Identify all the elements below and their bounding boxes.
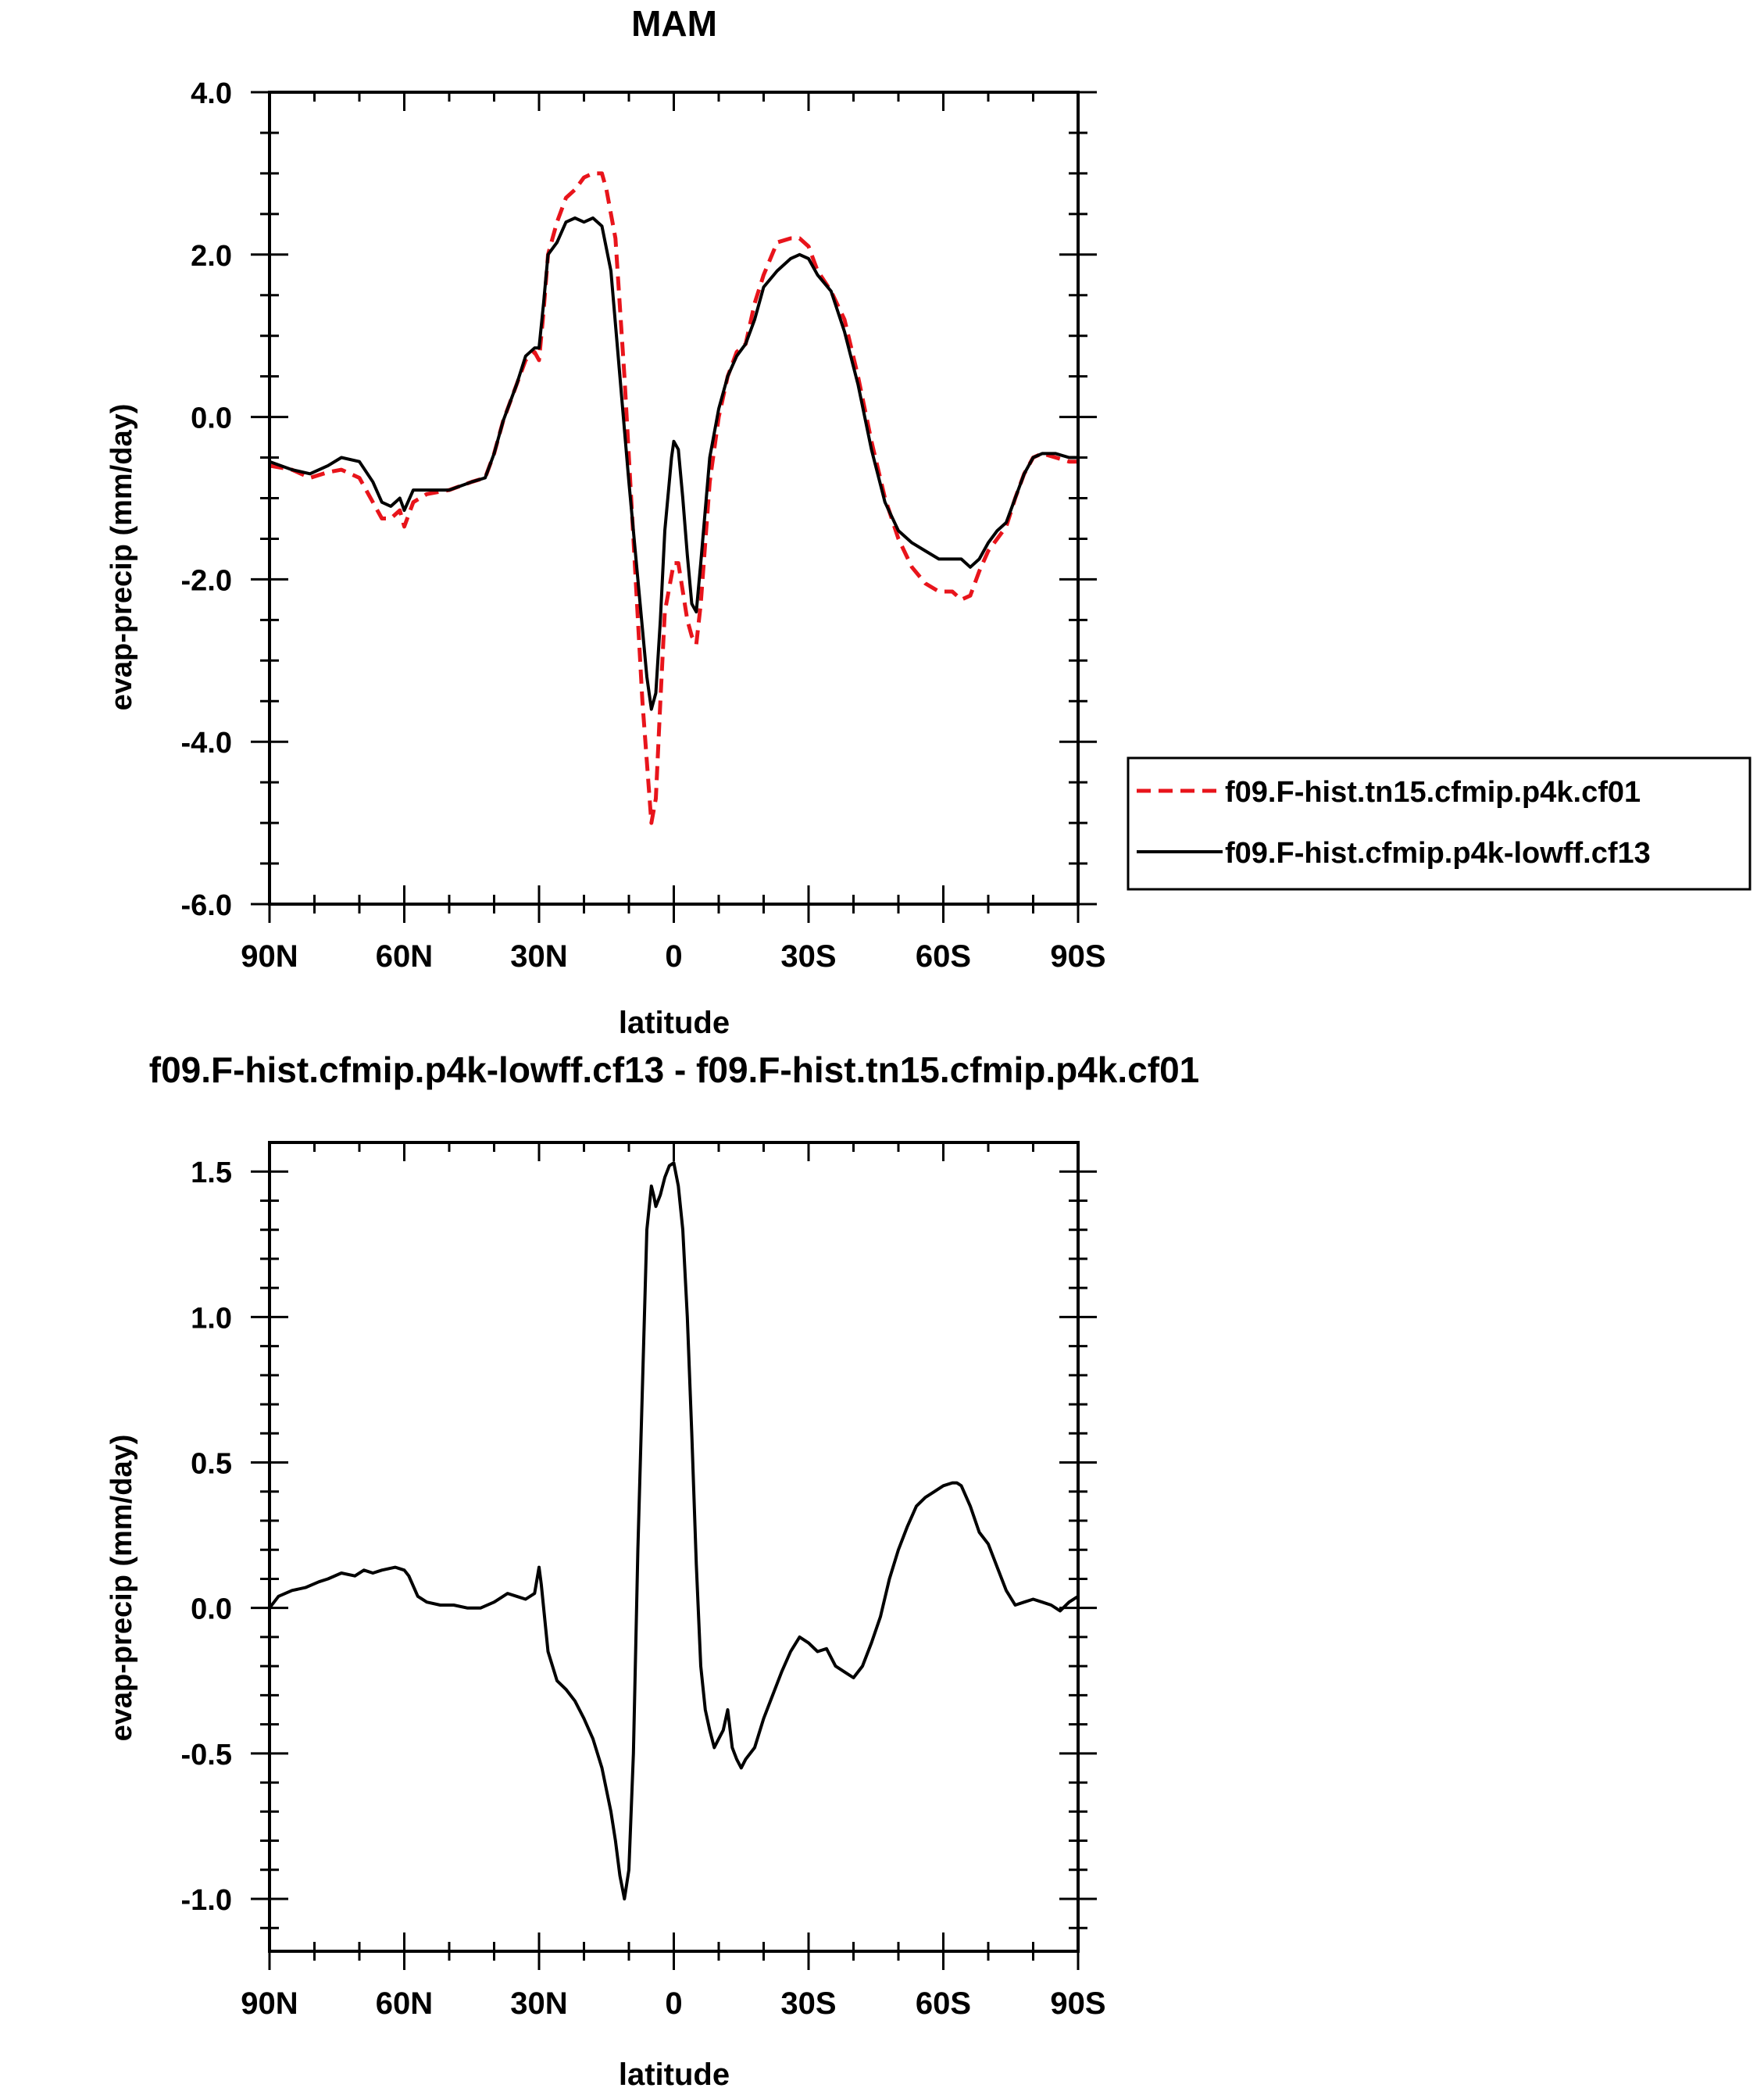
y-tick-label: 4.0	[191, 77, 232, 110]
plot-frame	[268, 91, 1080, 906]
x-tick-label: 90N	[241, 1986, 298, 2021]
x-axis-label: latitude	[619, 1006, 730, 1040]
x-tick-label: 30S	[780, 1986, 836, 2021]
y-tick-labels: -1.0 -0.5 0.0 0.5 1.0 1.5	[181, 1157, 232, 1917]
y-tick-label: 2.0	[191, 240, 232, 273]
y-tick-labels: -6.0 -4.0 -2.0 0.0 2.0 4.0	[181, 77, 232, 922]
y-tick-label: -1.0	[181, 1884, 232, 1917]
y-tick-label: 1.5	[191, 1157, 232, 1189]
y-axis-label: evap-precip (mm/day)	[105, 1435, 138, 1742]
chart-title: MAM	[631, 3, 717, 44]
x-axis-label: latitude	[619, 2058, 730, 2088]
top-chart: MAM -6.0 -4.0 -2.0 0.0 2.0 4.0 90N 60N 30N 0 30S 6…	[105, 3, 1752, 1040]
series-group	[269, 171, 1078, 825]
x-tick-label: 60N	[376, 939, 433, 974]
x-tick-label: 90N	[241, 939, 298, 974]
y-tick-label: -0.5	[181, 1739, 232, 1772]
y-tick-label: 0.5	[191, 1448, 232, 1481]
x-tick-labels: 90N 60N 30N 0 30S 60S 90S	[241, 939, 1105, 974]
x-tick-label: 90S	[1050, 1986, 1105, 2021]
x-tick-label: 60S	[916, 1986, 971, 2021]
x-tick-label: 30N	[510, 939, 567, 974]
plot-frame	[268, 1141, 1080, 1953]
x-tick-label: 90S	[1050, 939, 1105, 974]
legend-box	[1127, 756, 1752, 891]
y-tick-label: -6.0	[181, 889, 232, 922]
y-tick-label: 0.0	[191, 1593, 232, 1626]
chart-title: f09.F-hist.cfmip.p4k-lowff.cf13 - f09.F-…	[149, 1049, 1200, 1090]
series-group	[268, 1161, 1080, 1900]
series-line-2	[269, 216, 1078, 711]
y-axis-label: evap-precip (mm/day)	[105, 404, 138, 711]
x-tick-label: 60N	[376, 1986, 433, 2021]
legend-label-series-2: f09.F-hist.cfmip.p4k-lowff.cf13	[1225, 837, 1651, 870]
y-tick-label: 0.0	[191, 402, 232, 435]
x-tick-label: 30S	[780, 939, 836, 974]
y-tick-label: -2.0	[181, 564, 232, 597]
legend-label-series-1: f09.F-hist.tn15.cfmip.p4k.cf01	[1225, 776, 1641, 809]
x-tick-label: 0	[665, 1986, 682, 2021]
y-tick-label: -4.0	[181, 727, 232, 760]
legend: f09.F-hist.tn15.cfmip.p4k.cf01 f09.F-his…	[1127, 756, 1752, 891]
series-line-1	[268, 1161, 1080, 1900]
x-tick-label: 30N	[510, 1986, 567, 2021]
bottom-chart: f09.F-hist.cfmip.p4k-lowff.cf13 - f09.F-…	[105, 1049, 1199, 2088]
x-tick-label: 60S	[916, 939, 971, 974]
y-tick-label: 1.0	[191, 1302, 232, 1335]
x-tick-label: 0	[665, 939, 682, 974]
x-tick-labels: 90N 60N 30N 0 30S 60S 90S	[241, 1986, 1105, 2021]
